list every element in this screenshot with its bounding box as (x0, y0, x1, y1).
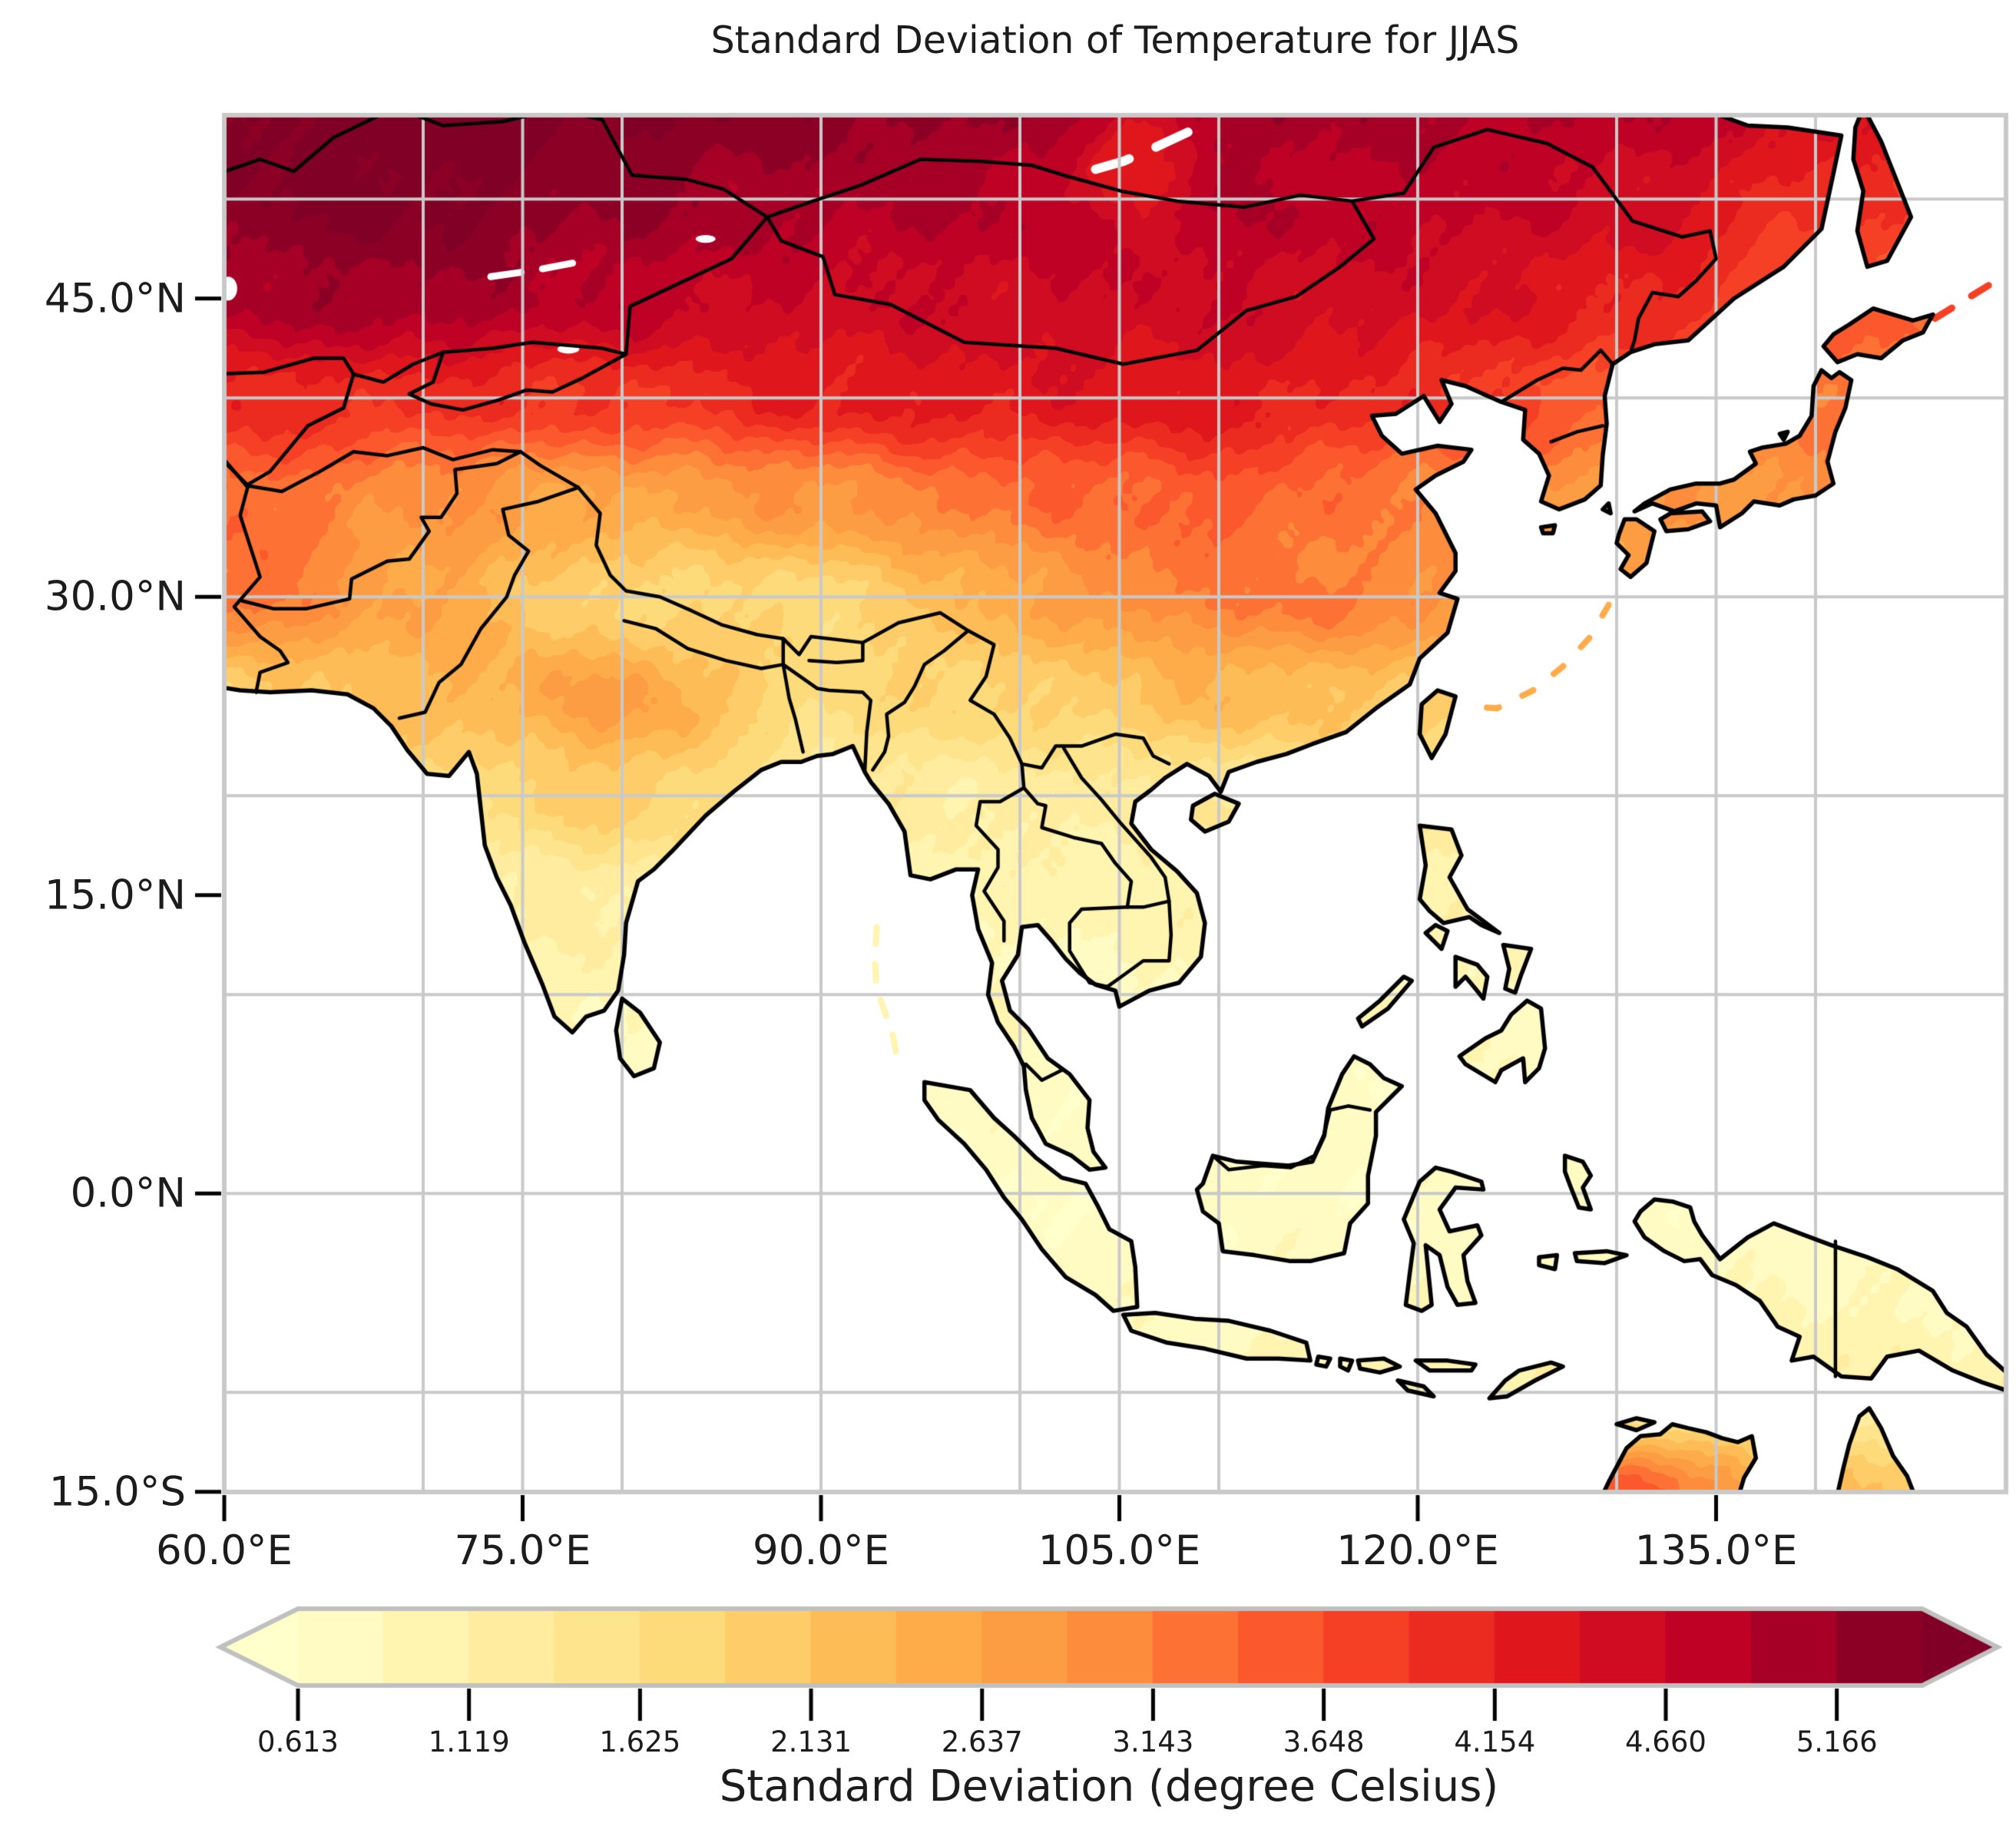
colorbar-tick-label: 4.660 (1625, 1725, 1706, 1758)
colorbar-tick-label: 2.637 (941, 1725, 1023, 1758)
colorbar-tick-label: 1.625 (599, 1725, 681, 1758)
y-tick-label: 0.0°N (70, 1169, 186, 1217)
colorbar-tick-label: 3.143 (1112, 1725, 1194, 1758)
x-tick-label: 90.0°E (753, 1527, 889, 1574)
y-tick-label: 15.0°S (48, 1468, 186, 1516)
chart-title: Standard Deviation of Temperature for JJ… (710, 18, 1520, 62)
x-tick-label: 120.0°E (1336, 1527, 1499, 1574)
colorbar-tick-label: 4.154 (1454, 1725, 1536, 1758)
colorbar-tick-label: 1.119 (428, 1725, 510, 1758)
y-tick-label: 30.0°N (44, 573, 186, 620)
x-tick-label: 135.0°E (1634, 1527, 1798, 1574)
colorbar-label: Standard Deviation (degree Celsius) (719, 1762, 1499, 1811)
x-tick-label: 75.0°E (454, 1527, 591, 1574)
colorbar-tick-label: 3.648 (1283, 1725, 1365, 1758)
x-tick-label: 105.0°E (1038, 1527, 1201, 1574)
y-tick-label: 45.0°N (44, 275, 186, 323)
y-tick-label: 15.0°N (44, 872, 186, 919)
colorbar-tick-label: 2.131 (770, 1725, 852, 1758)
x-tick-label: 60.0°E (156, 1527, 293, 1574)
colorbar-tick-label: 0.613 (257, 1725, 339, 1758)
colorbar-tick-label: 5.166 (1796, 1725, 1878, 1758)
